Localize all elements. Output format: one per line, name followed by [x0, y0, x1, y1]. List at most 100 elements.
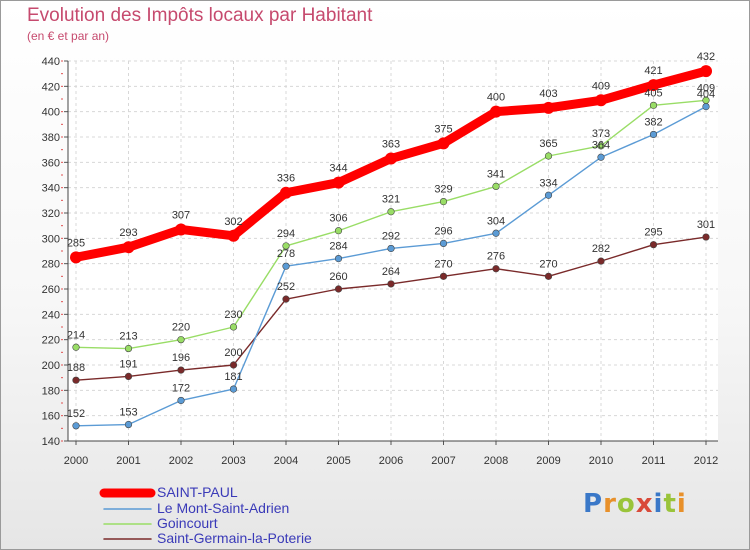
- data-label: 306: [329, 213, 347, 225]
- data-label: 293: [119, 227, 137, 239]
- brand-letter: x: [635, 489, 654, 519]
- chart-title: Evolution des Impôts locaux par Habitant: [27, 5, 373, 26]
- data-label: 270: [539, 258, 557, 270]
- data-label: 188: [67, 362, 85, 374]
- data-point: [439, 239, 448, 247]
- data-point: [597, 142, 605, 150]
- data-label: 294: [277, 228, 295, 240]
- data-label: 213: [119, 331, 137, 343]
- legend-label: Goincourt: [157, 515, 218, 531]
- data-point: [437, 137, 450, 150]
- data-label: 344: [329, 163, 347, 175]
- data-label: 307: [172, 209, 190, 221]
- data-label: 302: [224, 216, 242, 228]
- data-point: [282, 262, 290, 270]
- data-point: [229, 361, 238, 369]
- data-point: [229, 323, 238, 331]
- data-label: 152: [67, 408, 85, 420]
- data-point: [492, 182, 500, 190]
- data-point: [490, 105, 502, 118]
- data-label: 220: [172, 322, 190, 334]
- data-point: [649, 101, 658, 109]
- data-label: 153: [119, 407, 137, 419]
- data-label: 260: [329, 271, 347, 283]
- x-tick-label: 2004: [274, 455, 298, 467]
- data-label: 409: [592, 80, 610, 92]
- x-tick-label: 2005: [326, 455, 350, 467]
- brand-letter: o: [616, 489, 636, 519]
- data-label: 336: [277, 173, 295, 185]
- data-label: 270: [434, 258, 452, 270]
- data-point: [334, 285, 343, 293]
- x-tick-label: 2010: [589, 455, 613, 467]
- data-label: 382: [644, 116, 662, 128]
- data-label: 363: [382, 139, 400, 151]
- data-point: [177, 336, 185, 344]
- data-point: [544, 272, 553, 280]
- data-point: [439, 272, 448, 280]
- data-label: 375: [434, 123, 452, 135]
- data-point: [282, 295, 290, 303]
- data-point: [702, 96, 710, 104]
- data-label: 276: [487, 251, 505, 263]
- data-point: [334, 255, 343, 263]
- data-label: 364: [592, 139, 610, 151]
- legend-label: Saint-Germain-la-Poterie: [157, 530, 312, 546]
- data-label: 405: [644, 87, 662, 99]
- data-point: [702, 233, 710, 241]
- data-label: 334: [539, 177, 557, 189]
- data-point: [72, 376, 80, 384]
- data-label: 292: [382, 230, 400, 242]
- x-tick-label: 2000: [64, 455, 88, 467]
- y-tick-label: 400: [42, 107, 60, 119]
- data-point: [72, 422, 80, 430]
- brand-logo: Proxiti: [583, 489, 687, 519]
- data-label: 341: [487, 168, 505, 180]
- data-label: 191: [119, 358, 137, 370]
- y-tick-label: 220: [42, 335, 60, 347]
- data-point: [227, 229, 240, 242]
- chart-subtitle: (en € et par an): [27, 29, 110, 43]
- data-label: 421: [644, 65, 662, 77]
- x-tick-label: 2006: [379, 455, 403, 467]
- data-point: [597, 153, 605, 161]
- data-point: [387, 244, 395, 253]
- x-tick-label: 2007: [431, 455, 455, 467]
- data-point: [649, 130, 658, 139]
- data-label: 282: [592, 243, 610, 255]
- brand-letter: P: [583, 489, 604, 519]
- data-label: 285: [67, 237, 85, 249]
- y-tick-label: 340: [42, 183, 60, 195]
- data-point: [229, 385, 238, 393]
- data-label: 284: [329, 241, 347, 253]
- data-point: [702, 102, 710, 111]
- x-tick-label: 2011: [642, 455, 666, 467]
- data-point: [542, 101, 555, 114]
- data-point: [122, 241, 135, 254]
- data-label: 296: [434, 225, 452, 237]
- data-label: 200: [224, 347, 242, 359]
- data-point: [124, 344, 133, 353]
- x-tick-label: 2003: [221, 455, 245, 467]
- data-point: [700, 65, 712, 78]
- y-tick-label: 300: [42, 233, 60, 245]
- data-label: 252: [277, 281, 295, 293]
- data-point: [544, 152, 553, 160]
- data-point: [177, 366, 185, 374]
- y-tick-label: 380: [42, 132, 60, 144]
- data-point: [649, 241, 658, 249]
- data-point: [280, 186, 292, 199]
- data-point: [387, 208, 395, 216]
- y-tick-label: 260: [42, 284, 60, 296]
- y-tick-label: 360: [42, 157, 60, 169]
- data-point: [439, 198, 448, 206]
- data-label: 373: [592, 128, 610, 140]
- data-point: [387, 280, 395, 288]
- y-tick-label: 180: [42, 385, 60, 397]
- x-tick-label: 2012: [694, 455, 718, 467]
- data-label: 304: [487, 215, 505, 227]
- data-point: [175, 223, 187, 236]
- brand-letter: t: [663, 489, 677, 519]
